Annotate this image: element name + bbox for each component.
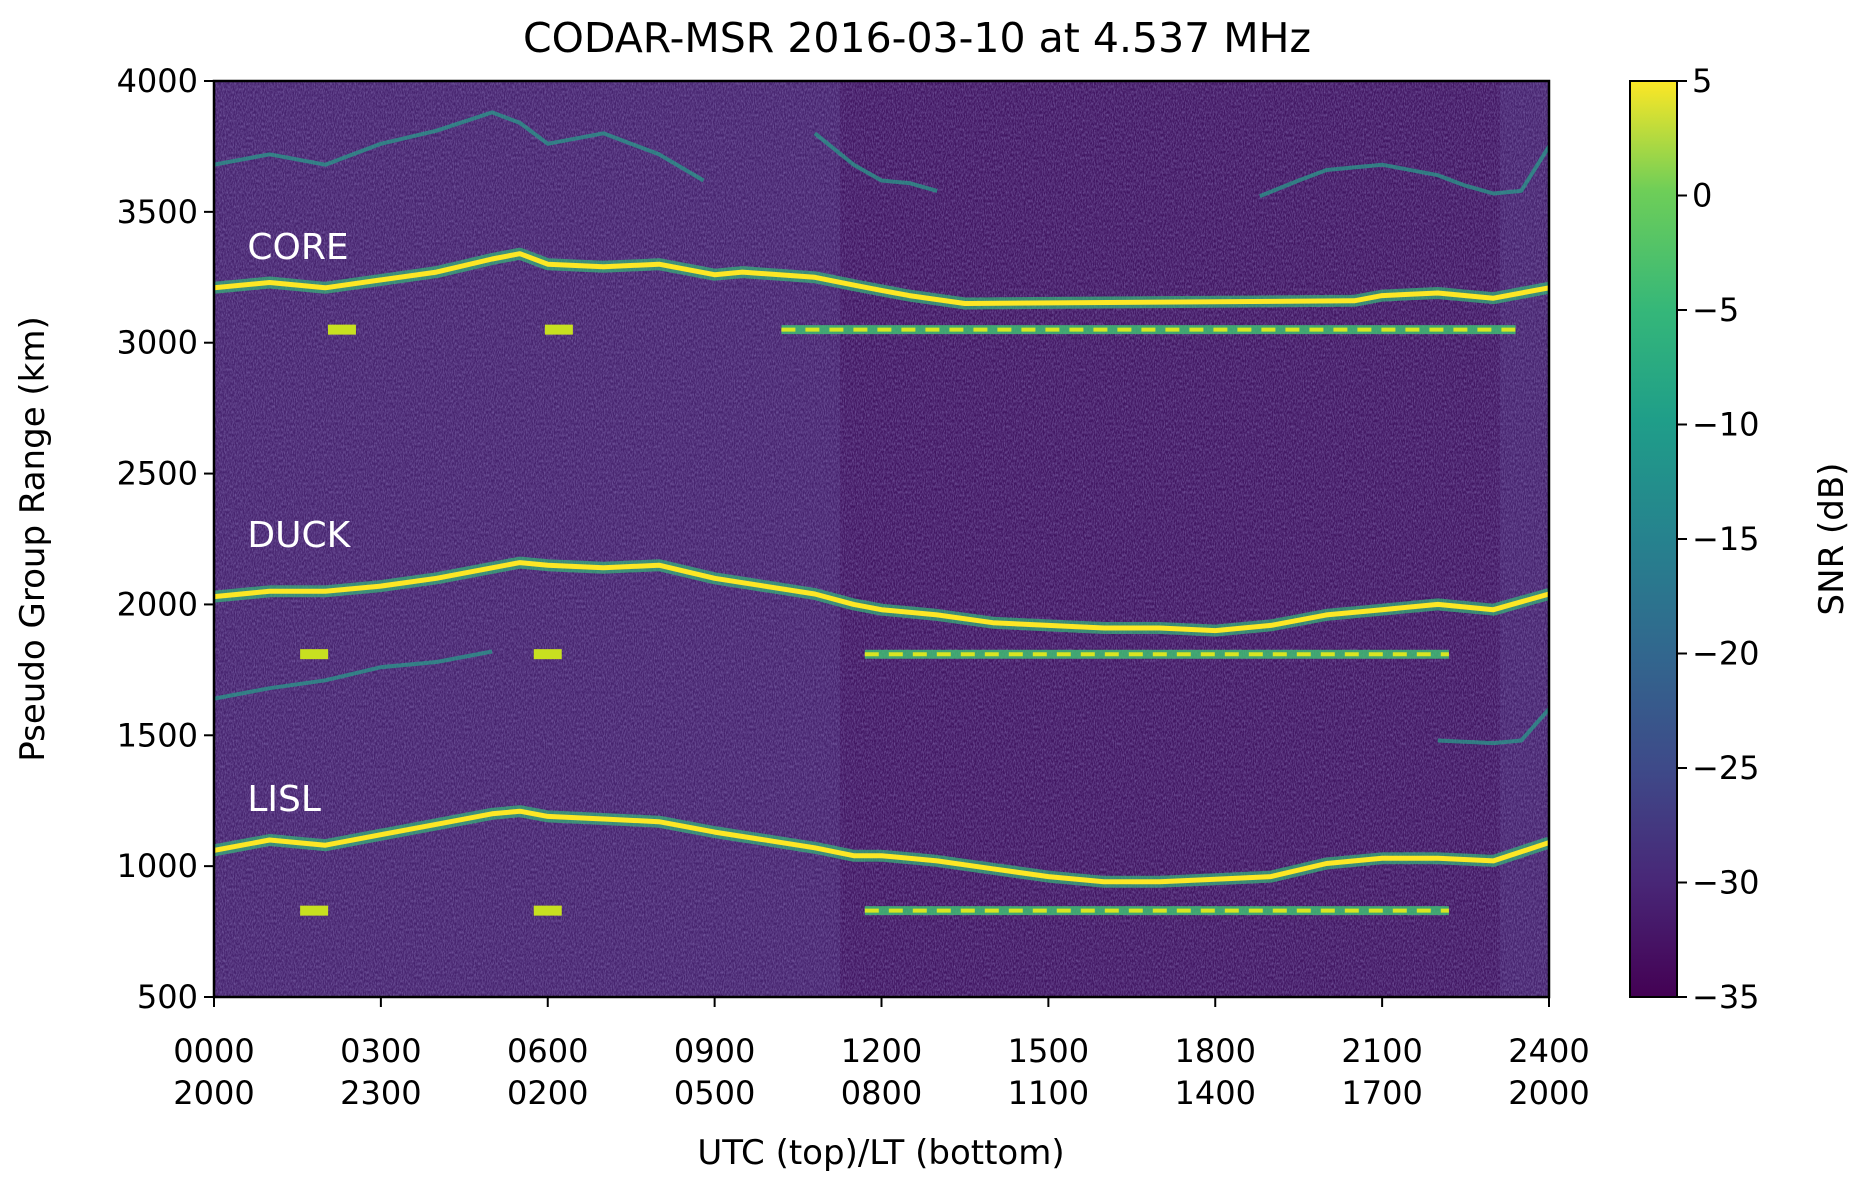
faint-echo-trace <box>214 649 493 701</box>
annotation-label: DUCK <box>247 515 351 556</box>
colorbar-label: SNR (dB) <box>1812 463 1852 616</box>
x-tick-label-lt: 1700 <box>1341 1074 1422 1112</box>
y-tick-label: 4000 <box>117 62 198 100</box>
y-tick-label: 1000 <box>117 847 198 885</box>
colorbar-tick-label: −20 <box>1692 635 1760 673</box>
echo-traces <box>214 110 1549 916</box>
x-tick-label-utc: 0000 <box>173 1032 254 1070</box>
colorbar-ticks: 5 0 −5 −10 −15 −20 −25 −30 −35 <box>1677 62 1760 1016</box>
x-tick-label-utc: 2400 <box>1508 1032 1589 1070</box>
x-tick-label-utc: 1500 <box>1008 1032 1089 1070</box>
station-trace <box>214 251 1549 306</box>
signal-spot <box>300 905 329 916</box>
x-tick-label-utc: 1800 <box>1175 1032 1256 1070</box>
colorbar <box>1629 80 1678 998</box>
x-tick-label-lt: 2000 <box>173 1074 254 1112</box>
x-tick-label-lt: 0500 <box>674 1074 755 1112</box>
colorbar-tick-label: −35 <box>1692 978 1760 1016</box>
x-tick-label-lt: 1400 <box>1175 1074 1256 1112</box>
heatmap-noise <box>214 81 1549 997</box>
y-tick-label: 500 <box>137 978 198 1016</box>
x-tick-label-lt: 2300 <box>340 1074 421 1112</box>
y-tick-label: 3500 <box>117 193 198 231</box>
y-tick-label: 2000 <box>117 585 198 623</box>
y-tick-label: 3000 <box>117 324 198 362</box>
signal-spot <box>544 324 573 335</box>
colorbar-tick-label: −10 <box>1692 406 1760 444</box>
faint-echo-trace <box>1437 707 1549 746</box>
colorbar-tick-label: −30 <box>1692 864 1760 902</box>
signal-spot <box>300 649 329 660</box>
annotation-label: LISL <box>247 779 321 820</box>
faint-echo-trace <box>813 131 938 193</box>
x-tick-label-utc: 2100 <box>1341 1032 1422 1070</box>
y-axis-ticks: 500 1000 1500 2000 2500 3000 3500 4000 <box>117 62 214 1016</box>
heatmap-area: CORE DUCK LISL <box>214 81 1549 997</box>
x-tick-label-lt: 2000 <box>1508 1074 1589 1112</box>
y-tick-label: 2500 <box>117 455 198 493</box>
signal-spot <box>533 649 562 660</box>
colorbar-tick-label: 5 <box>1692 62 1712 100</box>
annotation-label: CORE <box>247 227 348 268</box>
colorbar-tick-label: −25 <box>1692 749 1760 787</box>
y-tick-label: 1500 <box>117 716 198 754</box>
x-tick-label-utc: 0300 <box>340 1032 421 1070</box>
x-tick-label-lt: 1100 <box>1008 1074 1089 1112</box>
colorbar-tick-label: −15 <box>1692 520 1760 558</box>
x-axis-label: UTC (top)/LT (bottom) <box>697 1133 1064 1173</box>
station-labels: CORE DUCK LISL <box>247 227 351 820</box>
x-tick-label-lt: 0200 <box>507 1074 588 1112</box>
x-tick-label-lt: 0800 <box>841 1074 922 1112</box>
colorbar-tick-label: 0 <box>1692 177 1712 215</box>
x-tick-label-utc: 0600 <box>507 1032 588 1070</box>
station-trace <box>214 560 1549 634</box>
y-axis-label: Pseudo Group Range (km) <box>13 316 53 762</box>
x-tick-label-utc: 1200 <box>841 1032 922 1070</box>
signal-spot <box>327 324 356 335</box>
x-tick-label-utc: 0900 <box>674 1032 755 1070</box>
faint-echo-trace <box>1259 145 1549 199</box>
x-axis-ticks: 0000 2000 0300 2300 0600 0200 0900 0500 1200 0800… <box>173 997 1590 1112</box>
station-trace <box>214 808 1549 885</box>
faint-echo-trace <box>214 110 705 183</box>
signal-spot <box>533 905 562 916</box>
chart-title: CODAR-MSR 2016-03-10 at 4.537 MHz <box>523 14 1311 62</box>
colorbar-tick-label: −5 <box>1692 291 1739 329</box>
